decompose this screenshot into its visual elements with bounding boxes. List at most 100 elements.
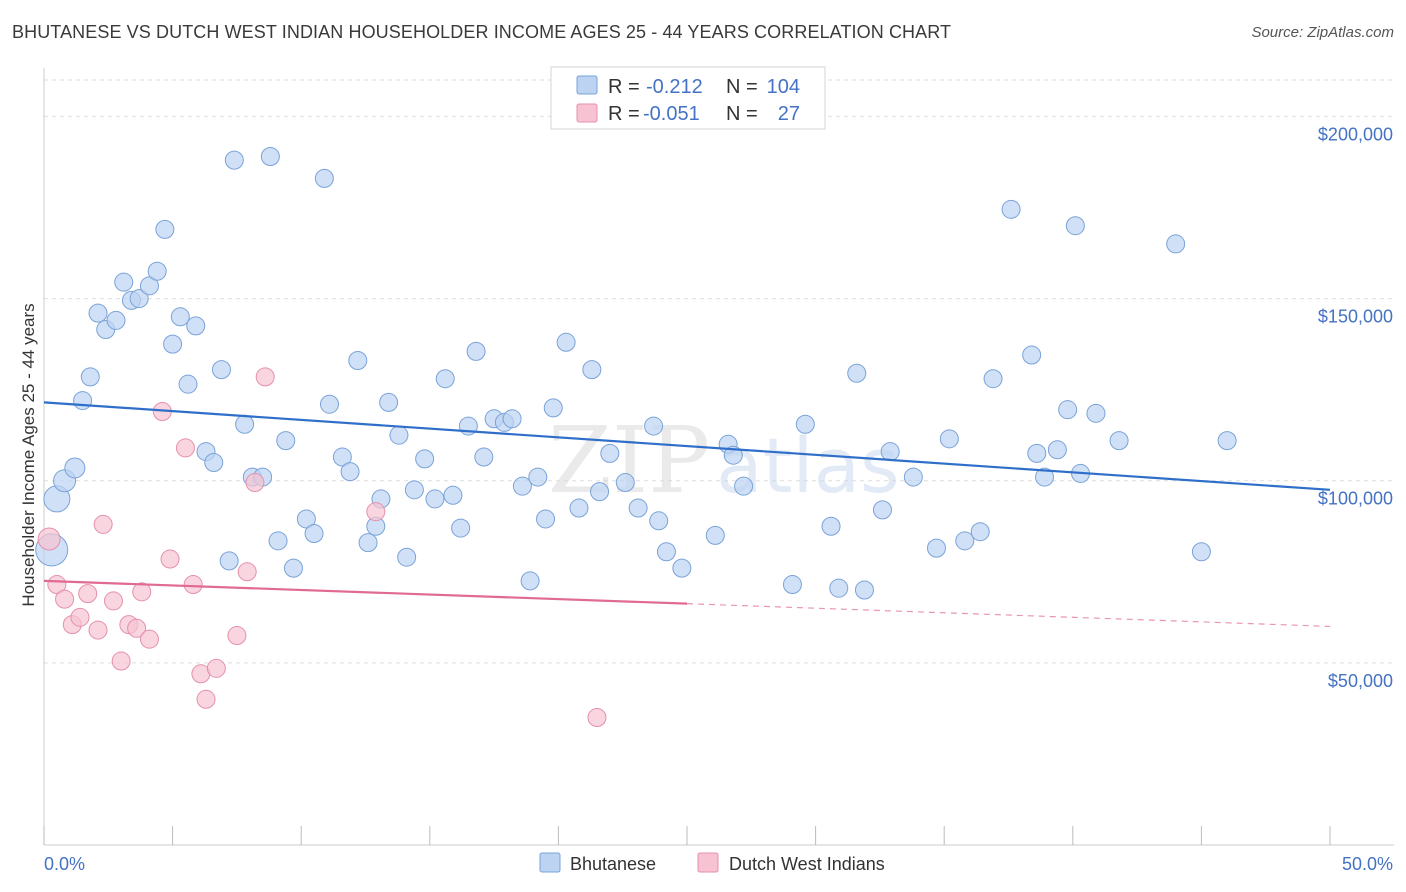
point-bhutanese-33: [314, 168, 334, 188]
point-bhutanese-34: [319, 394, 339, 414]
point-bhutanese-98: [1086, 403, 1106, 423]
point-dutch-west-indians-2: [55, 589, 75, 609]
point-bhutanese-78: [821, 516, 841, 536]
point-bhutanese-38: [358, 533, 378, 553]
bottom-legend-dutch-west-indians: Dutch West Indians: [729, 854, 885, 874]
point-bhutanese-76: [782, 575, 802, 595]
point-bhutanese-92: [1027, 443, 1047, 463]
bottom-legend: Bhutanese Dutch West Indians: [539, 852, 885, 874]
y-tick-label-0: $50,000: [1328, 671, 1393, 691]
point-bhutanese-20: [204, 453, 224, 472]
point-dutch-west-indians-16: [175, 438, 195, 458]
point-bhutanese-12: [139, 276, 159, 296]
point-bhutanese-67: [628, 498, 648, 518]
legend-n-label-2: N =: [726, 103, 758, 125]
point-bhutanese-81: [854, 580, 874, 600]
point-bhutanese-64: [590, 482, 610, 502]
point-dutch-west-indians-17: [183, 575, 203, 595]
x-tick-label-0: 0.0%: [44, 854, 85, 874]
top-legend: R = -0.212 N = 104 R = -0.051 N = 27: [550, 66, 826, 130]
point-bhutanese-17: [178, 374, 198, 394]
point-bhutanese-42: [389, 425, 409, 445]
point-bhutanese-94: [1047, 440, 1067, 460]
point-bhutanese-97: [1065, 216, 1085, 236]
point-bhutanese-36: [340, 462, 360, 482]
point-bhutanese-55: [502, 409, 522, 429]
legend-swatch-blue: [576, 75, 598, 95]
legend-r-label-1: R =: [608, 76, 640, 98]
point-bhutanese-62: [569, 498, 589, 518]
y-axis-label: Householder Income Ages 25 - 44 years: [19, 303, 38, 606]
x-tick-label-1: 50.0%: [1342, 854, 1393, 874]
point-bhutanese-61: [556, 332, 576, 352]
bottom-legend-swatch-dutch-west-indians: [697, 852, 719, 873]
source-label: Source: ZipAtlas.com: [1251, 24, 1394, 41]
point-bhutanese-60: [543, 398, 563, 418]
point-bhutanese-75: [734, 476, 754, 496]
point-dutch-west-indians-5: [78, 584, 98, 604]
point-dutch-west-indians-13: [139, 629, 159, 649]
point-bhutanese-101: [1191, 542, 1211, 562]
tick-labels: $50,000 $100,000 $150,000 $200,000 0.0% 50.0%: [44, 124, 1393, 874]
point-dutch-west-indians-11: [127, 618, 147, 638]
point-bhutanese-16: [170, 307, 190, 327]
point-bhutanese-74: [723, 445, 743, 465]
point-bhutanese-65: [600, 443, 620, 463]
legend-swatch-pink: [576, 103, 598, 123]
chart-title: BHUTANESE VS DUTCH WEST INDIAN HOUSEHOLD…: [12, 22, 952, 42]
trend-line-dutch-west-indians: [43, 579, 688, 605]
point-bhutanese-63: [582, 360, 602, 380]
point-bhutanese-23: [224, 150, 244, 170]
point-bhutanese-11: [129, 289, 149, 309]
point-bhutanese-84: [903, 467, 923, 487]
point-bhutanese-95: [1058, 400, 1078, 420]
point-bhutanese-72: [705, 525, 725, 545]
data-points: [35, 147, 1237, 727]
point-bhutanese-52: [474, 447, 494, 467]
point-dutch-west-indians-1: [47, 575, 67, 595]
point-bhutanese-57: [520, 571, 540, 591]
point-dutch-west-indians-7: [93, 514, 113, 534]
point-bhutanese-86: [939, 429, 959, 449]
point-bhutanese-5: [80, 367, 100, 387]
watermark-atlas: atlas: [716, 421, 900, 510]
point-bhutanese-21: [211, 360, 231, 380]
point-bhutanese-45: [415, 449, 435, 469]
point-bhutanese-41: [379, 392, 399, 412]
point-bhutanese-85: [926, 538, 946, 558]
point-bhutanese-47: [435, 369, 455, 389]
legend-r-label-2: R =: [608, 103, 640, 125]
point-bhutanese-18: [186, 316, 206, 336]
point-bhutanese-9: [114, 272, 134, 292]
y-tick-label-2: $150,000: [1318, 307, 1393, 327]
point-bhutanese-51: [466, 341, 486, 361]
point-bhutanese-58: [528, 467, 548, 487]
point-bhutanese-87: [955, 531, 975, 551]
y-tick-label-1: $100,000: [1318, 489, 1393, 509]
point-bhutanese-8: [106, 310, 126, 330]
point-bhutanese-6: [88, 303, 108, 323]
point-bhutanese-32: [304, 524, 324, 544]
point-dutch-west-indians-21: [227, 626, 247, 646]
point-bhutanese-28: [268, 531, 288, 551]
point-bhutanese-27: [260, 147, 280, 166]
point-bhutanese-31: [296, 509, 316, 529]
point-bhutanese-4: [73, 391, 93, 411]
point-bhutanese-93: [1035, 467, 1055, 487]
point-bhutanese-71: [672, 558, 692, 578]
point-dutch-west-indians-4: [70, 607, 90, 627]
point-bhutanese-99: [1109, 431, 1129, 451]
point-dutch-west-indians-22: [237, 562, 257, 582]
point-dutch-west-indians-6: [88, 620, 108, 640]
point-bhutanese-91: [1022, 345, 1042, 365]
point-bhutanese-24: [235, 414, 255, 434]
trend-line-dutch-west-indians-extension: [686, 603, 1331, 628]
bottom-legend-swatch-bhutanese: [539, 852, 561, 873]
point-bhutanese-35: [332, 447, 352, 467]
point-bhutanese-44: [404, 480, 424, 500]
point-bhutanese-89: [983, 369, 1003, 389]
legend-n-label-1: N =: [726, 76, 758, 98]
trend-lines: [43, 401, 1331, 628]
point-bhutanese-79: [829, 578, 849, 598]
point-dutch-west-indians-19: [196, 689, 216, 709]
